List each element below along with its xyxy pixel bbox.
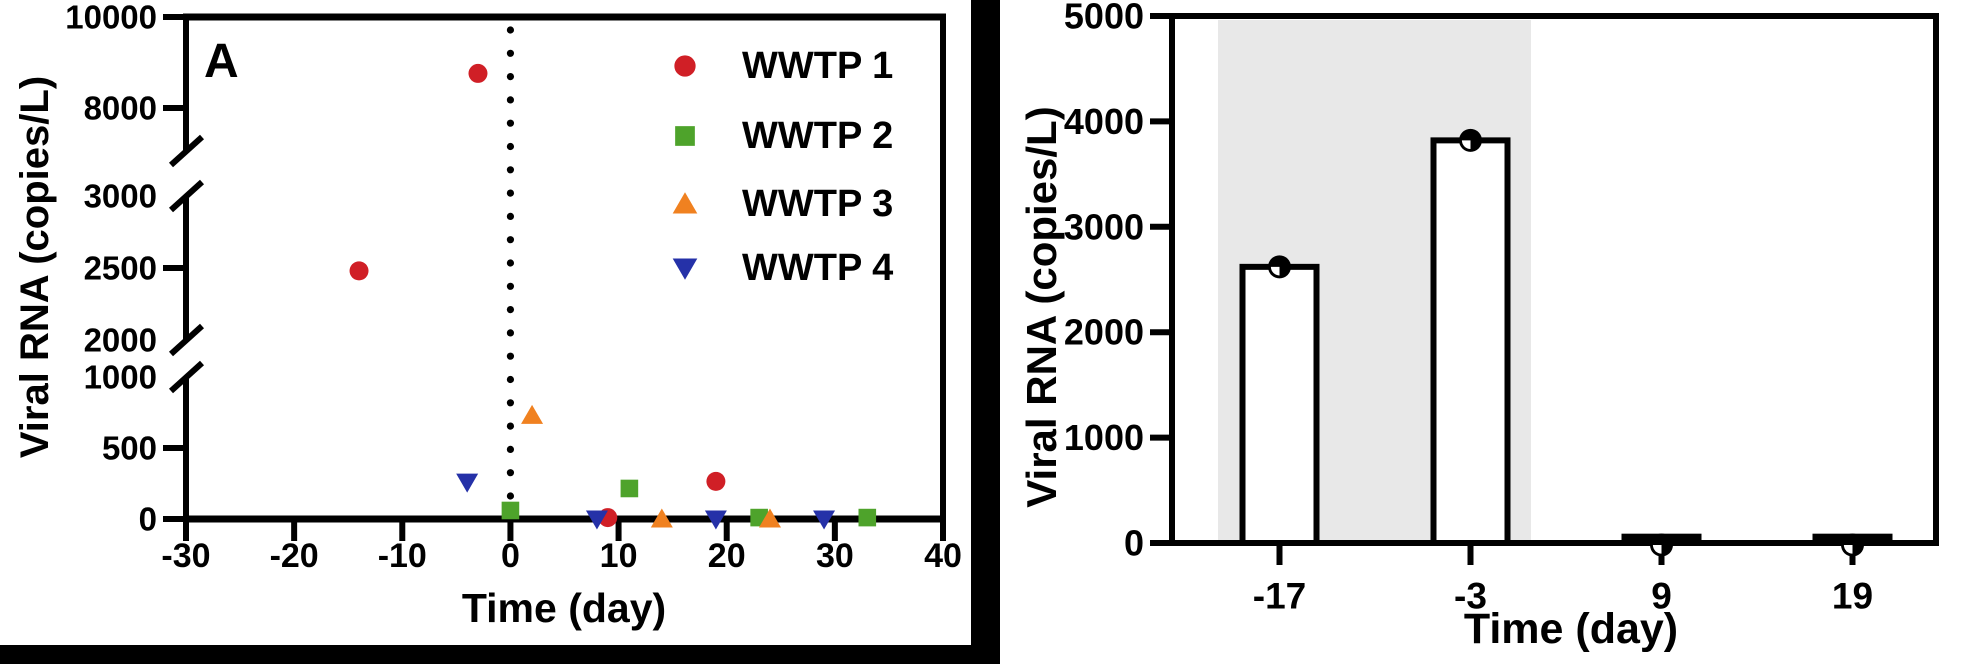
panel-a-legend-item-3: WWTP 3 [672,183,893,225]
panel-divider-bottom [0,645,1000,664]
panel-b-x-tick-label: 9 [1651,576,1672,617]
panel-b-x-tick-label: -3 [1454,576,1487,617]
panel-b-y-tick-label: 3000 [1064,206,1144,247]
panel-b-y-tick-label: 4000 [1064,101,1144,142]
panel-a-x-tick-label: 30 [816,537,854,575]
panel-b-y-tick-label: 2000 [1064,312,1144,353]
panel-b-chart: 0 1000 2000 3000 4000 5000 -17 -3 9 19 [1064,0,1939,617]
panel-a-series-wwtp-3 [521,404,781,528]
panel-a-y-axis-title: Viral RNA (copies/L) [13,75,57,459]
panel-a-legend-label: WWTP 2 [742,115,893,157]
panel-a-y-tick-label: 2000 [84,322,157,359]
panel-a-y-tick-label: 10000 [65,0,157,36]
panel-a-label: A [204,35,239,88]
panel-a-y-tick-label: 500 [102,430,157,467]
panel-b-x-axis-title: Time (day) [1463,605,1679,653]
panel-a-axis-break-marks [168,134,205,394]
panel-a-x-tick-label: -30 [161,537,210,575]
panel-b-plot-box [1169,13,1939,546]
panel-a-x-tick-label: 40 [924,537,962,575]
panel-a-series-wwtp-4 [456,473,836,530]
panel-a-x-tick-label: -10 [378,537,427,575]
panel-b-point-markers [1268,128,1864,557]
panel-a-x-tick-label: 10 [600,537,638,575]
panel-a-y-tick-label: 3000 [84,178,157,215]
panel-a-legend-label: WWTP 3 [742,183,893,225]
panel-b-bar--3 [1430,137,1511,546]
panel-b-bar--17 [1239,263,1320,546]
panel-a-legend-label: WWTP 4 [742,247,893,289]
panel-b-y-tick-label: 0 [1124,523,1144,564]
panel-a-x-tick-label: -20 [270,537,319,575]
panel-a-y-tick-label: 1000 [84,359,157,396]
panel-a-y-tick-label: 2500 [84,250,157,287]
panel-a-legend-label: WWTP 1 [742,45,893,87]
panel-b-y-tick-label: 1000 [1064,417,1144,458]
panel-a-reference-line [506,26,515,500]
panel-a-legend-item-4: WWTP 4 [672,247,893,289]
panel-a-x-tick-label: 0 [501,537,520,575]
panel-b-x-tick-label: -17 [1253,576,1306,617]
panel-b-y-ticks: 0 1000 2000 3000 4000 5000 [1064,0,1172,564]
panel-divider-vertical [971,0,1000,664]
panel-a-series-wwtp-1 [349,63,726,528]
panel-a-x-axis-title: Time (day) [461,585,667,631]
panel-a-legend-item-1: WWTP 1 [674,45,893,87]
panel-b-y-axis-title: Viral RNA (copies/L) [1018,106,1065,508]
panel-b-y-tick-label: 5000 [1064,0,1144,37]
panel-a-y-tick-label: 8000 [84,90,157,127]
panel-b-x-tick-label: 19 [1832,576,1873,617]
panel-a-y-tick-label: 0 [139,501,157,538]
panel-a-legend-item-2: WWTP 2 [675,115,893,157]
panel-a-x-ticks: -30 -20 -10 0 10 20 30 40 [161,522,962,575]
panel-a-x-tick-label: 20 [708,537,746,575]
panel-b-bars [1239,137,1893,547]
